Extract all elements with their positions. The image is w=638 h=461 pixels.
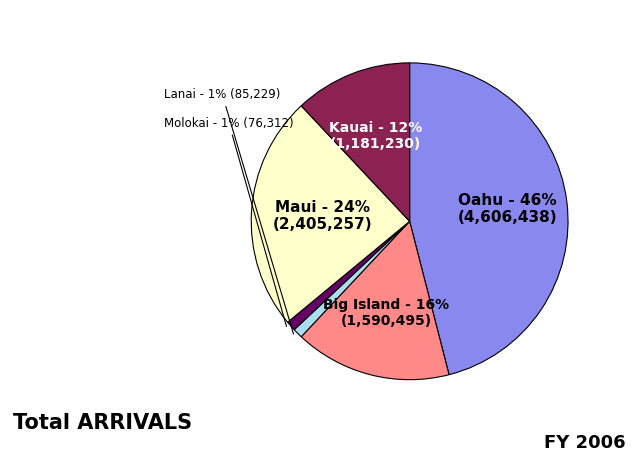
Text: Lanai - 1% (85,229): Lanai - 1% (85,229) [164,88,293,334]
Text: Total ARRIVALS: Total ARRIVALS [13,414,192,433]
Wedge shape [301,63,410,221]
Wedge shape [410,63,568,375]
Text: Big Island - 16%
(1,590,495): Big Island - 16% (1,590,495) [323,298,449,328]
Text: Maui - 24%
(2,405,257): Maui - 24% (2,405,257) [273,200,373,232]
Text: Kauai - 12%
(1,181,230): Kauai - 12% (1,181,230) [329,121,422,151]
Text: Oahu - 46%
(4,606,438): Oahu - 46% (4,606,438) [457,193,557,225]
Text: FY 2006: FY 2006 [544,434,625,452]
Wedge shape [301,221,449,380]
Wedge shape [251,106,410,322]
Text: Molokai - 1% (76,312): Molokai - 1% (76,312) [164,117,293,326]
Wedge shape [288,221,410,330]
Wedge shape [294,221,410,337]
